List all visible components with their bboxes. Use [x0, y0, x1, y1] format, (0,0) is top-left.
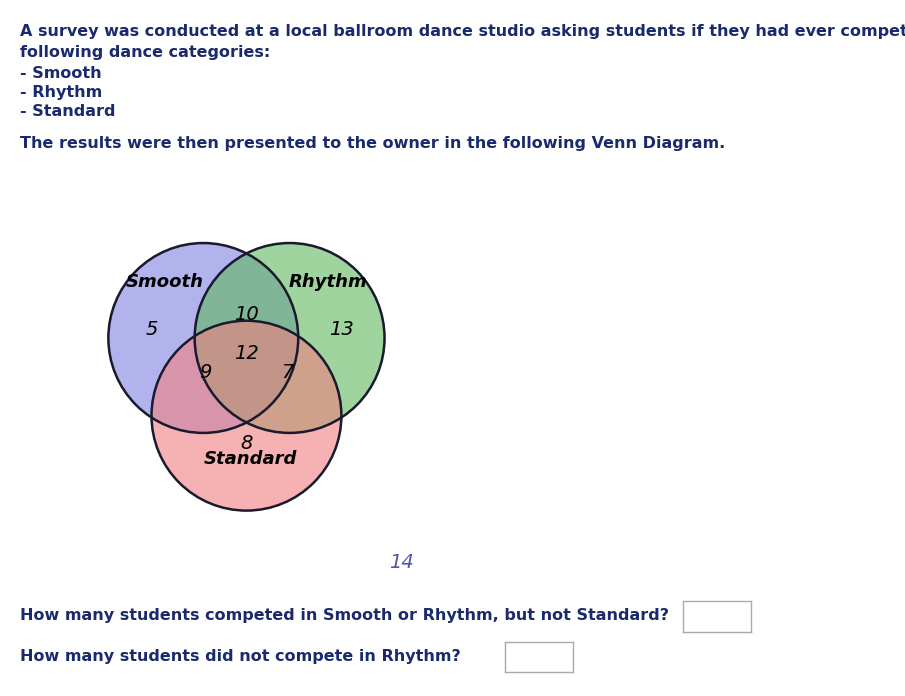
Circle shape — [109, 243, 299, 433]
Text: - Standard: - Standard — [20, 104, 116, 119]
Text: 8: 8 — [240, 434, 252, 453]
Text: How many students did not compete in Rhythm?: How many students did not compete in Rhy… — [20, 649, 461, 664]
Text: 9: 9 — [199, 363, 212, 382]
Text: Rhythm: Rhythm — [289, 273, 367, 291]
Text: 5: 5 — [146, 320, 157, 339]
Text: Standard: Standard — [204, 450, 298, 468]
Text: 12: 12 — [234, 344, 259, 363]
Text: following dance categories:: following dance categories: — [20, 45, 271, 61]
Text: How many students competed in Smooth or Rhythm, but not Standard?: How many students competed in Smooth or … — [20, 608, 669, 624]
Text: - Rhythm: - Rhythm — [20, 85, 102, 100]
Text: - Smooth: - Smooth — [20, 66, 101, 81]
Circle shape — [151, 321, 341, 511]
Text: 13: 13 — [329, 320, 354, 339]
Text: A survey was conducted at a local ballroom dance studio asking students if they : A survey was conducted at a local ballro… — [20, 24, 905, 40]
Text: The results were then presented to the owner in the following Venn Diagram.: The results were then presented to the o… — [20, 136, 725, 151]
Circle shape — [195, 243, 385, 433]
Text: 14: 14 — [389, 553, 414, 572]
Text: Smooth: Smooth — [126, 273, 204, 291]
Text: 10: 10 — [234, 305, 259, 324]
Text: 7: 7 — [281, 363, 293, 382]
